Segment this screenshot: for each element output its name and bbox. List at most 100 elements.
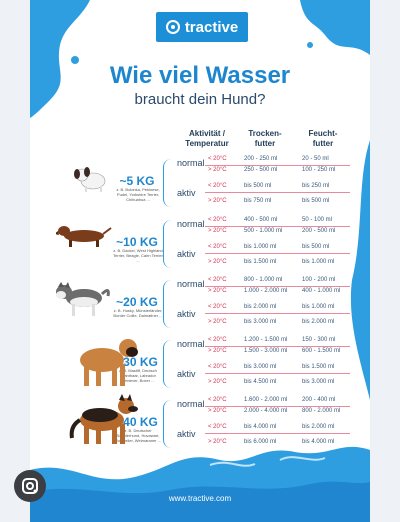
mastiff-illustration bbox=[80, 339, 138, 386]
temperature-cell: > 20°C bbox=[208, 439, 227, 445]
breed-examples: z. B. Deutscher Schäferhund, Hovawart, R… bbox=[115, 428, 161, 443]
wet-food-cell: bis 2.000 ml bbox=[302, 319, 335, 325]
wet-food-cell: 200 - 500 ml bbox=[302, 228, 336, 234]
wet-food-cell: 100 - 200 ml bbox=[302, 277, 336, 283]
temperature-cell: < 20°C bbox=[208, 364, 227, 370]
group-brace bbox=[163, 340, 174, 388]
dry-food-cell: bis 3.000 ml bbox=[244, 364, 277, 370]
weight-label: ~40 KG bbox=[116, 415, 158, 429]
temperature-cell: > 20°C bbox=[208, 348, 227, 354]
temperature-cell: > 20°C bbox=[208, 259, 227, 265]
activity-aktiv: aktiv bbox=[177, 309, 196, 319]
temperature-cell: > 20°C bbox=[208, 379, 227, 385]
temperature-cell: < 20°C bbox=[208, 156, 227, 162]
row-divider bbox=[205, 226, 350, 227]
google-lens-button[interactable] bbox=[14, 470, 46, 502]
weight-label: ~20 KG bbox=[116, 295, 158, 309]
water-splash-top-right bbox=[300, 0, 370, 55]
temperature-cell: > 20°C bbox=[208, 319, 227, 325]
temperature-cell: < 20°C bbox=[208, 244, 227, 250]
dry-food-cell: 200 - 250 ml bbox=[244, 156, 278, 162]
wet-food-cell: 400 - 1.000 ml bbox=[302, 288, 341, 294]
weight-label: ~30 KG bbox=[116, 355, 158, 369]
activity-aktiv: aktiv bbox=[177, 369, 196, 379]
dry-food-cell: 1.000 - 2.000 ml bbox=[244, 288, 288, 294]
temperature-cell: < 20°C bbox=[208, 424, 227, 430]
temperature-cell: > 20°C bbox=[208, 198, 227, 204]
header-wet-food: Feucht- futter bbox=[308, 129, 338, 148]
group-brace bbox=[163, 280, 174, 328]
wet-food-cell: bis 500 ml bbox=[302, 244, 330, 250]
dry-food-cell: bis 750 ml bbox=[244, 198, 272, 204]
wet-food-cell: bis 500 ml bbox=[302, 198, 330, 204]
dry-food-cell: 1.600 - 2.000 ml bbox=[244, 397, 288, 403]
activity-normal: normal bbox=[177, 339, 205, 349]
temperature-cell: < 20°C bbox=[208, 337, 227, 343]
temperature-cell: < 20°C bbox=[208, 183, 227, 189]
dry-food-cell: bis 1.500 ml bbox=[244, 259, 277, 265]
temperature-cell: > 20°C bbox=[208, 228, 227, 234]
breed-examples: z. B. Husky, Münsterländer, Border Colli… bbox=[113, 308, 163, 318]
page-title: Wie viel Wasser bbox=[109, 62, 291, 89]
dry-food-cell: 500 - 1.000 ml bbox=[244, 228, 283, 234]
group-brace bbox=[163, 159, 174, 207]
wet-food-cell: bis 2.000 ml bbox=[302, 424, 335, 430]
wet-food-cell: 600 - 1.500 ml bbox=[302, 348, 341, 354]
german-shepherd-illustration bbox=[69, 394, 138, 444]
wet-food-cell: 20 - 50 ml bbox=[302, 156, 329, 162]
infographic-poster: tractive Wie viel Wasser braucht dein Hu… bbox=[30, 0, 370, 522]
temperature-cell: > 20°C bbox=[208, 167, 227, 173]
activity-normal: normal bbox=[177, 279, 205, 289]
row-divider bbox=[205, 433, 350, 434]
row-divider bbox=[205, 165, 350, 166]
tractive-logo[interactable]: tractive bbox=[156, 12, 248, 42]
temperature-cell: < 20°C bbox=[208, 217, 227, 223]
water-splash-top-left bbox=[30, 0, 90, 118]
row-divider bbox=[205, 192, 350, 193]
temperature-cell: < 20°C bbox=[208, 277, 227, 283]
logo-text: tractive bbox=[184, 18, 239, 36]
wet-food-cell: 150 - 300 ml bbox=[302, 337, 336, 343]
dry-food-cell: bis 3.000 ml bbox=[244, 319, 277, 325]
wet-food-cell: 50 - 100 ml bbox=[302, 217, 333, 223]
activity-normal: normal bbox=[177, 219, 205, 229]
dry-food-cell: 400 - 500 ml bbox=[244, 217, 278, 223]
wet-food-cell: bis 250 ml bbox=[302, 183, 330, 189]
husky-illustration bbox=[56, 282, 110, 316]
wet-food-cell: bis 1.500 ml bbox=[302, 364, 335, 370]
dry-food-cell: bis 2.000 ml bbox=[244, 304, 277, 310]
group-brace bbox=[163, 220, 174, 268]
dry-food-cell: 800 - 1.000 ml bbox=[244, 277, 283, 283]
activity-normal: normal bbox=[177, 158, 205, 168]
row-divider bbox=[205, 313, 350, 314]
wet-food-cell: 100 - 250 ml bbox=[302, 167, 336, 173]
temperature-cell: < 20°C bbox=[208, 304, 227, 310]
water-splash-right bbox=[350, 140, 370, 400]
temperature-cell: > 20°C bbox=[208, 288, 227, 294]
breed-examples: z. B. Bolonka, Pekinese, Pudel, Yorkshir… bbox=[116, 187, 160, 202]
dry-food-cell: 2.000 - 4.000 ml bbox=[244, 408, 288, 414]
dry-food-cell: bis 4.000 ml bbox=[244, 424, 277, 430]
wet-food-cell: 200 - 400 ml bbox=[302, 397, 336, 403]
activity-aktiv: aktiv bbox=[177, 429, 196, 439]
water-splash-bottom bbox=[30, 446, 370, 522]
dry-food-cell: 1.200 - 1.500 ml bbox=[244, 337, 288, 343]
page-subtitle: braucht dein Hund? bbox=[134, 91, 266, 108]
temperature-cell: > 20°C bbox=[208, 408, 227, 414]
dry-food-cell: 250 - 500 ml bbox=[244, 167, 278, 173]
small-dog-illustration bbox=[74, 167, 106, 192]
breed-examples: z. B. Dackel, West Highland Terrier, Bea… bbox=[113, 248, 163, 263]
row-divider bbox=[205, 406, 350, 407]
dry-food-cell: bis 6.000 ml bbox=[244, 439, 277, 445]
dry-food-cell: bis 500 ml bbox=[244, 183, 272, 189]
footer-url[interactable]: www.tractive.com bbox=[168, 494, 232, 503]
row-divider bbox=[205, 286, 350, 287]
group-brace bbox=[163, 400, 174, 448]
activity-aktiv: aktiv bbox=[177, 249, 196, 259]
row-divider bbox=[205, 373, 350, 374]
header-dry-food: Trocken- futter bbox=[248, 129, 282, 148]
dry-food-cell: 1.500 - 3.000 ml bbox=[244, 348, 288, 354]
activity-normal: normal bbox=[177, 399, 205, 409]
wet-food-cell: bis 1.000 ml bbox=[302, 259, 335, 265]
tractive-logo-icon bbox=[165, 20, 180, 34]
